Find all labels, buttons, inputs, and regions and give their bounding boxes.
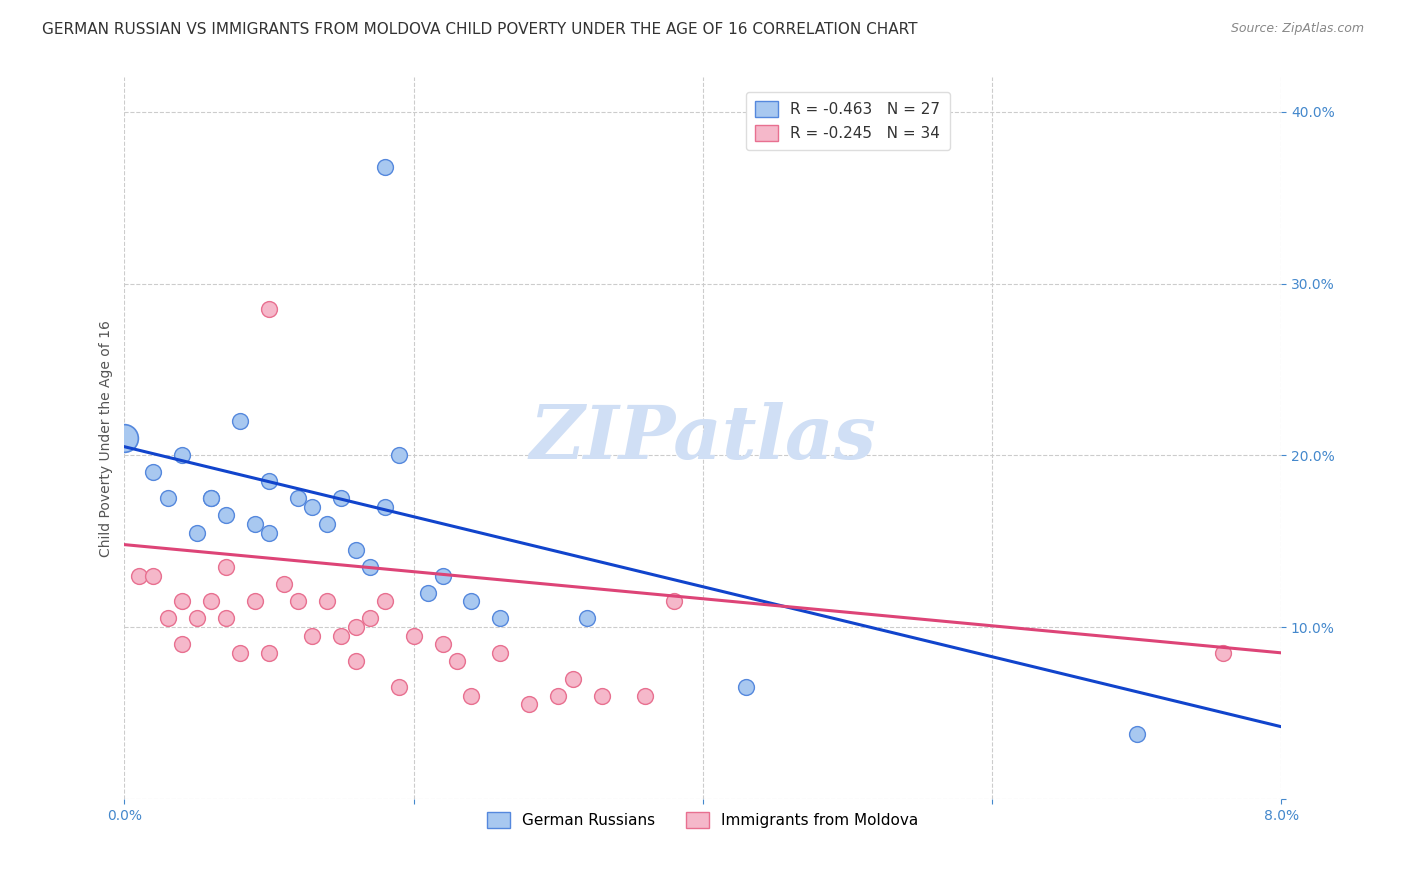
Point [156, 611, 179, 625]
Point [460, 594, 482, 608]
Point [186, 611, 208, 625]
Point [200, 491, 222, 506]
Point [576, 611, 599, 625]
Point [662, 594, 685, 608]
Point [359, 611, 381, 625]
Point [591, 689, 613, 703]
Point [547, 689, 569, 703]
Point [301, 629, 323, 643]
Point [634, 689, 657, 703]
Text: GERMAN RUSSIAN VS IMMIGRANTS FROM MOLDOVA CHILD POVERTY UNDER THE AGE OF 16 CORR: GERMAN RUSSIAN VS IMMIGRANTS FROM MOLDOV… [42, 22, 918, 37]
Point [215, 611, 238, 625]
Point [172, 637, 194, 651]
Point [446, 655, 468, 669]
Point [344, 542, 367, 557]
Point [243, 594, 266, 608]
Point [402, 629, 425, 643]
Point [330, 629, 353, 643]
Point [215, 508, 238, 523]
Legend: German Russians, Immigrants from Moldova: German Russians, Immigrants from Moldova [481, 806, 925, 835]
Point [1125, 726, 1147, 740]
Point [1212, 646, 1234, 660]
Point [257, 474, 280, 488]
Text: ZIPatlas: ZIPatlas [530, 402, 876, 475]
Point [114, 431, 136, 445]
Point [257, 525, 280, 540]
Point [172, 448, 194, 462]
Point [315, 516, 337, 531]
Point [186, 525, 208, 540]
Y-axis label: Child Poverty Under the Age of 16: Child Poverty Under the Age of 16 [100, 319, 114, 557]
Point [172, 594, 194, 608]
Point [460, 689, 482, 703]
Point [388, 448, 411, 462]
Point [330, 491, 353, 506]
Point [287, 491, 309, 506]
Point [156, 491, 179, 506]
Point [301, 500, 323, 514]
Point [287, 594, 309, 608]
Point [344, 655, 367, 669]
Point [200, 594, 222, 608]
Point [517, 698, 540, 712]
Point [142, 466, 165, 480]
Point [735, 680, 758, 694]
Point [215, 560, 238, 574]
Point [374, 594, 396, 608]
Point [114, 431, 136, 445]
Point [257, 302, 280, 317]
Point [128, 568, 150, 582]
Point [257, 646, 280, 660]
Point [229, 414, 252, 428]
Point [273, 577, 295, 591]
Point [432, 568, 454, 582]
Point [374, 500, 396, 514]
Point [359, 560, 381, 574]
Point [229, 646, 252, 660]
Point [315, 594, 337, 608]
Point [489, 611, 512, 625]
Point [243, 516, 266, 531]
Point [432, 637, 454, 651]
Point [489, 646, 512, 660]
Point [561, 672, 583, 686]
Point [200, 491, 222, 506]
Point [388, 680, 411, 694]
Point [374, 160, 396, 174]
Point [142, 568, 165, 582]
Point [344, 620, 367, 634]
Point [416, 585, 439, 599]
Text: Source: ZipAtlas.com: Source: ZipAtlas.com [1230, 22, 1364, 36]
